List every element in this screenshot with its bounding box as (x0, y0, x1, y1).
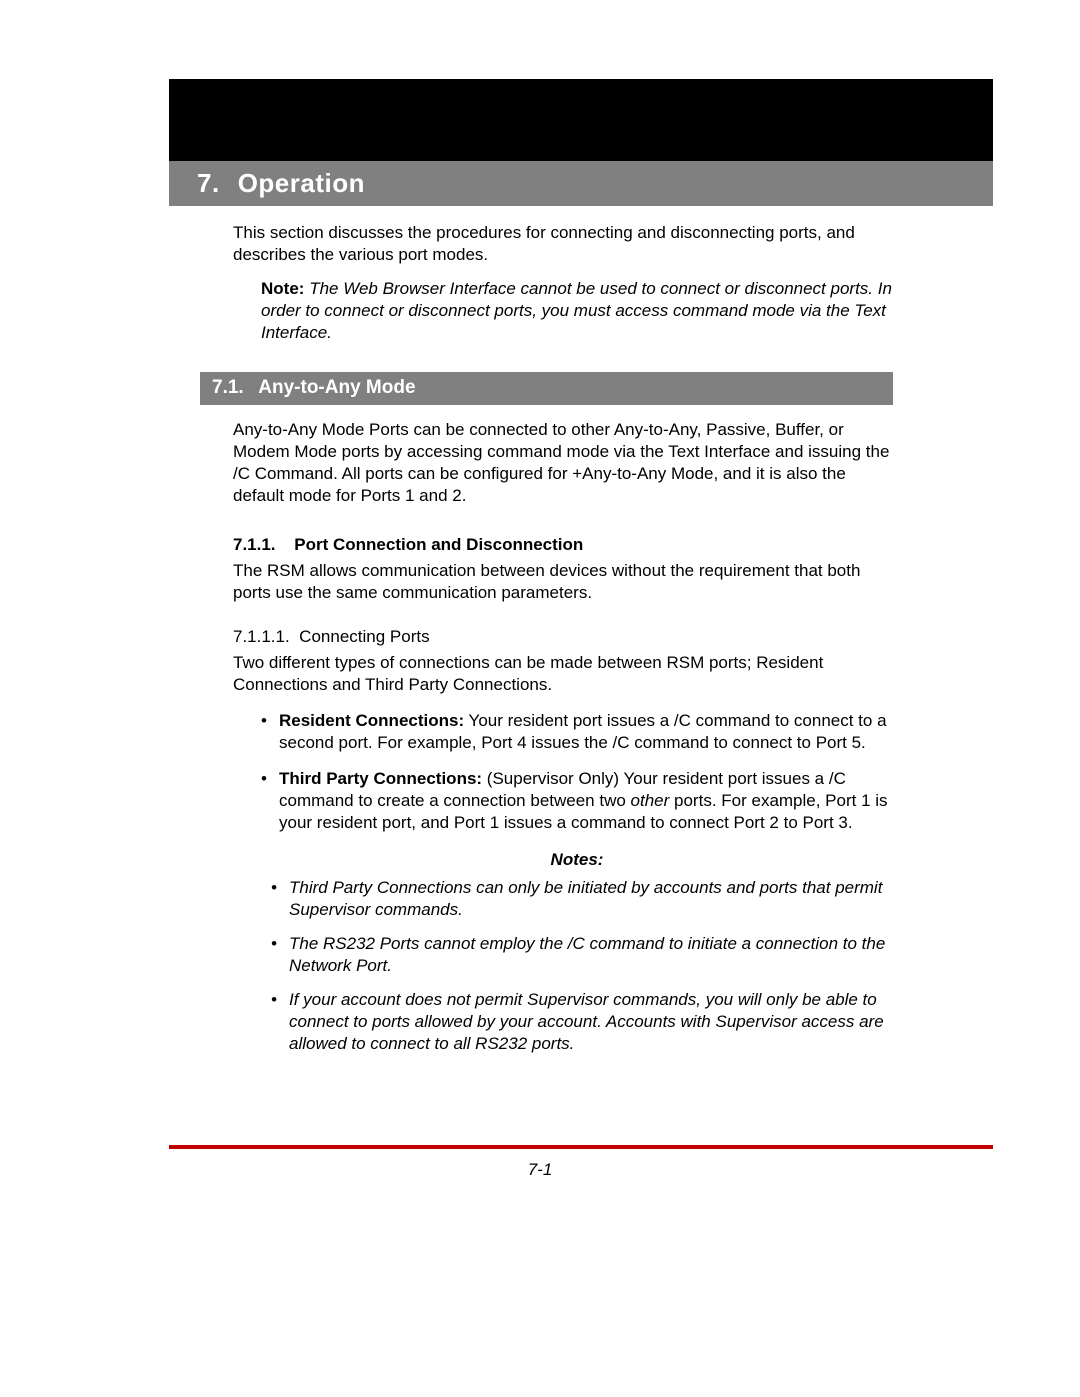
bullet-lead: Resident Connections: (279, 711, 464, 730)
notes-block: Notes: Third Party Connections can only … (261, 849, 893, 1056)
notes-title: Notes: (261, 849, 893, 871)
bullet-italic-word: other (631, 791, 670, 810)
connection-types-list: Resident Connections: Your resident port… (261, 710, 893, 834)
section-7-1-1-1-heading: 7.1.1.1. Connecting Ports (233, 626, 893, 648)
section-7-1-1-heading: 7.1.1. Port Connection and Disconnection (233, 534, 893, 556)
chapter-number: 7. (197, 168, 220, 199)
section-7-1-1-1-body: Two different types of connections can b… (233, 652, 893, 696)
section-7-1-1-title: Port Connection and Disconnection (294, 535, 583, 554)
bullet-lead: Third Party Connections: (279, 769, 482, 788)
section-7-1-1-1-title: Connecting Ports (299, 627, 429, 646)
section-7-1-body: Any-to-Any Mode Ports can be connected t… (233, 419, 893, 507)
list-item: Third Party Connections can only be init… (271, 877, 893, 921)
list-item: If your account does not permit Supervis… (271, 989, 893, 1055)
chapter-title: Operation (238, 168, 365, 199)
section-7-1-1-body: The RSM allows communication between dev… (233, 560, 893, 604)
notes-list: Third Party Connections can only be init… (271, 877, 893, 1056)
list-item: Resident Connections: Your resident port… (261, 710, 893, 754)
intro-paragraph: This section discusses the procedures fo… (233, 222, 893, 266)
top-note-block: Note: The Web Browser Interface cannot b… (261, 278, 893, 344)
section-7-1-bar: 7.1. Any-to-Any Mode (200, 372, 893, 405)
note-label: Note: (261, 279, 304, 298)
list-item: Third Party Connections: (Supervisor Onl… (261, 768, 893, 834)
list-item: The RS232 Ports cannot employ the /C com… (271, 933, 893, 977)
section-7-1-number: 7.1. (212, 377, 244, 398)
note-body: The Web Browser Interface cannot be used… (261, 279, 892, 342)
top-black-banner (169, 79, 993, 161)
section-7-1-1-1-number: 7.1.1.1. (233, 627, 290, 646)
page-content: This section discusses the procedures fo… (233, 222, 893, 1067)
page-number: 7-1 (0, 1160, 1080, 1180)
section-7-1-title: Any-to-Any Mode (258, 377, 415, 398)
chapter-heading-bar: 7. Operation (169, 161, 993, 206)
section-7-1-1-number: 7.1.1. (233, 535, 276, 554)
footer-red-rule (169, 1145, 993, 1149)
